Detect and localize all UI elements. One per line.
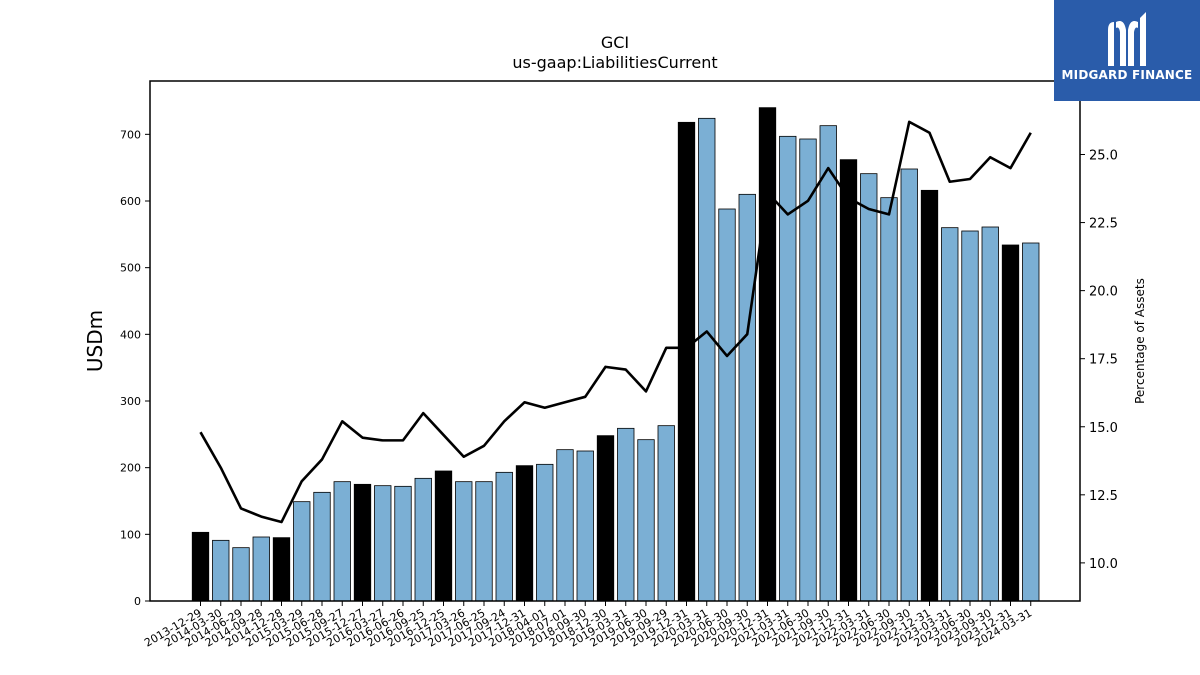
bar-2015-12-27 (353, 483, 372, 602)
bar-2018-04-01 (536, 463, 554, 602)
bar-2020-03-31 (698, 117, 716, 602)
brand-logo: MIDGARD FINANCE (1054, 0, 1200, 101)
y2-tick-label: 12.5 (1089, 489, 1118, 504)
m-letter-icon (1108, 12, 1146, 66)
bar-2023-06-30 (961, 230, 979, 602)
bar-2018-07-01 (556, 449, 574, 602)
y-tick-label: 100 (120, 528, 141, 541)
plot-frame (149, 80, 1081, 602)
bar-2017-06-25 (475, 481, 493, 602)
y-axis-label: USDm (83, 310, 107, 372)
y-tick-label: 600 (120, 195, 141, 208)
bar-2021-06-30 (799, 138, 817, 602)
bar-2013-12-29 (191, 531, 210, 602)
bar-2020-06-30 (718, 208, 736, 602)
y-tick-label: 400 (120, 328, 141, 341)
y2-tick-label: 20.0 (1089, 285, 1118, 300)
bar-2018-12-30 (596, 435, 615, 602)
bar-2015-03-29 (293, 501, 311, 602)
y2-tick-label: 22.5 (1089, 217, 1118, 232)
bar-2020-12-31 (758, 107, 777, 602)
bar-2017-03-26 (455, 481, 473, 602)
y-tick-label: 0 (134, 595, 141, 608)
bar-2019-06-30 (637, 439, 655, 602)
y2-tick-label: 10.0 (1089, 557, 1118, 572)
logo-text: MIDGARD FINANCE (1061, 68, 1193, 82)
bar-2014-12-28 (272, 537, 291, 602)
bar-2021-12-31 (839, 159, 858, 602)
series-line (199, 120, 1032, 524)
bar-2020-09-30 (738, 193, 756, 602)
bar-2022-06-30 (880, 197, 898, 602)
bar-2024-03-31 (1022, 242, 1040, 602)
bar-2019-03-31 (617, 427, 635, 602)
bar-2023-12-31 (1001, 244, 1020, 602)
bar-2016-06-26 (394, 485, 412, 602)
axes: 0 100 200 300 400 500 600 700 10.0 12.5 15.0 17.5 20… (120, 80, 1118, 650)
bar-2015-06-28 (313, 491, 331, 602)
bar-2015-09-27 (333, 481, 351, 602)
y-tick-label: 500 (120, 262, 141, 275)
bar-2014-09-28 (252, 536, 270, 602)
bar-2016-12-25 (434, 470, 453, 602)
bar-2022-12-31 (920, 189, 939, 602)
bar-2014-03-30 (212, 539, 230, 602)
y2-tick-label: 15.0 (1089, 421, 1118, 436)
bar-2019-12-31 (677, 121, 696, 602)
y-tick-label: 200 (120, 462, 141, 475)
bar-2017-09-24 (495, 471, 513, 602)
bar-2014-06-29 (232, 547, 250, 602)
bar-2016-09-25 (414, 477, 432, 602)
bar-2023-09-30 (981, 226, 999, 602)
bar-2022-09-30 (900, 168, 918, 602)
bar-2019-09-29 (657, 425, 675, 602)
bar-2022-03-31 (860, 173, 878, 602)
bar-2021-03-31 (779, 135, 797, 602)
chart-subtitle: us-gaap:LiabilitiesCurrent (512, 53, 717, 72)
y-tick-label: 700 (120, 128, 141, 141)
y2-tick-label: 25.0 (1089, 149, 1118, 164)
bar-2023-03-31 (941, 227, 959, 602)
bar-group (191, 107, 1040, 602)
chart-title: GCI (601, 33, 629, 52)
line-group (199, 120, 1032, 524)
y-tick-label: 300 (120, 395, 141, 408)
bar-2016-03-27 (374, 485, 392, 602)
y2-axis-label: Percentage of Assets (1133, 278, 1147, 404)
bar-2018-09-30 (576, 450, 594, 602)
bar-2021-09-30 (819, 125, 837, 602)
y2-tick-label: 17.5 (1089, 353, 1118, 368)
bar-2017-12-31 (515, 465, 534, 602)
